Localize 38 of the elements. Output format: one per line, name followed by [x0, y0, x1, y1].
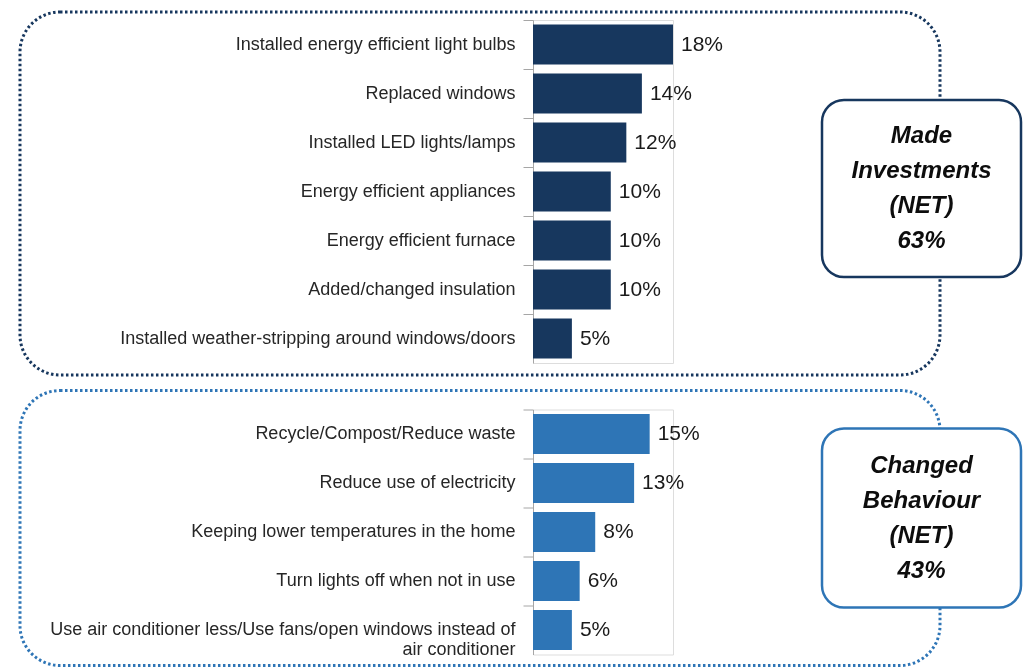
- data-label: 18%: [681, 31, 724, 55]
- data-label: 8%: [603, 519, 634, 542]
- bar: [533, 318, 572, 359]
- data-label: 14%: [649, 80, 692, 104]
- y-tick-label: Energy efficient furnace: [326, 229, 516, 250]
- y-tick-label: Turn lights off when not in use: [276, 570, 516, 590]
- bar: [533, 24, 673, 65]
- data-label: 12%: [634, 129, 677, 153]
- data-label: 10%: [618, 276, 661, 300]
- text: Changed Behaviour (NET) 43%: [862, 450, 982, 583]
- bar: [533, 560, 580, 602]
- bar: [533, 269, 611, 310]
- y-tick-label: Installed energy efficient light bulbs: [235, 33, 516, 54]
- y-tick-label: Energy efficient appliances: [300, 180, 516, 201]
- y-tick-label: Installed LED lights/lamps: [308, 131, 516, 152]
- bar: [533, 511, 596, 553]
- data-label: 10%: [618, 227, 661, 251]
- bar: [533, 171, 611, 212]
- bar: [533, 413, 650, 455]
- bar: [533, 609, 572, 651]
- y-tick-label: Use air conditioner less/Use fans/open windows instead of air conditioner: [50, 619, 517, 659]
- text: Made Investments (NET) 63%: [851, 121, 992, 253]
- data-label: 5%: [579, 617, 611, 640]
- bar: [533, 122, 627, 163]
- bar: [533, 73, 642, 114]
- bar: [533, 462, 635, 504]
- y-tick-label: Added/changed insulation: [308, 278, 516, 299]
- data-label: 13%: [642, 470, 685, 493]
- bar: [533, 220, 611, 261]
- y-tick-label: Installed weather-stripping around windows/doors: [120, 327, 516, 348]
- y-tick-label: Replaced windows: [365, 82, 516, 103]
- y-tick-label: Reduce use of electricity: [319, 472, 516, 492]
- data-label: 10%: [618, 178, 661, 202]
- y-tick-label: Recycle/Compost/Reduce waste: [255, 423, 516, 443]
- data-label: 5%: [579, 325, 611, 349]
- y-tick-label: Keeping lower temperatures in the home: [191, 521, 516, 541]
- data-label: 15%: [657, 421, 700, 444]
- data-label: 6%: [587, 568, 619, 591]
